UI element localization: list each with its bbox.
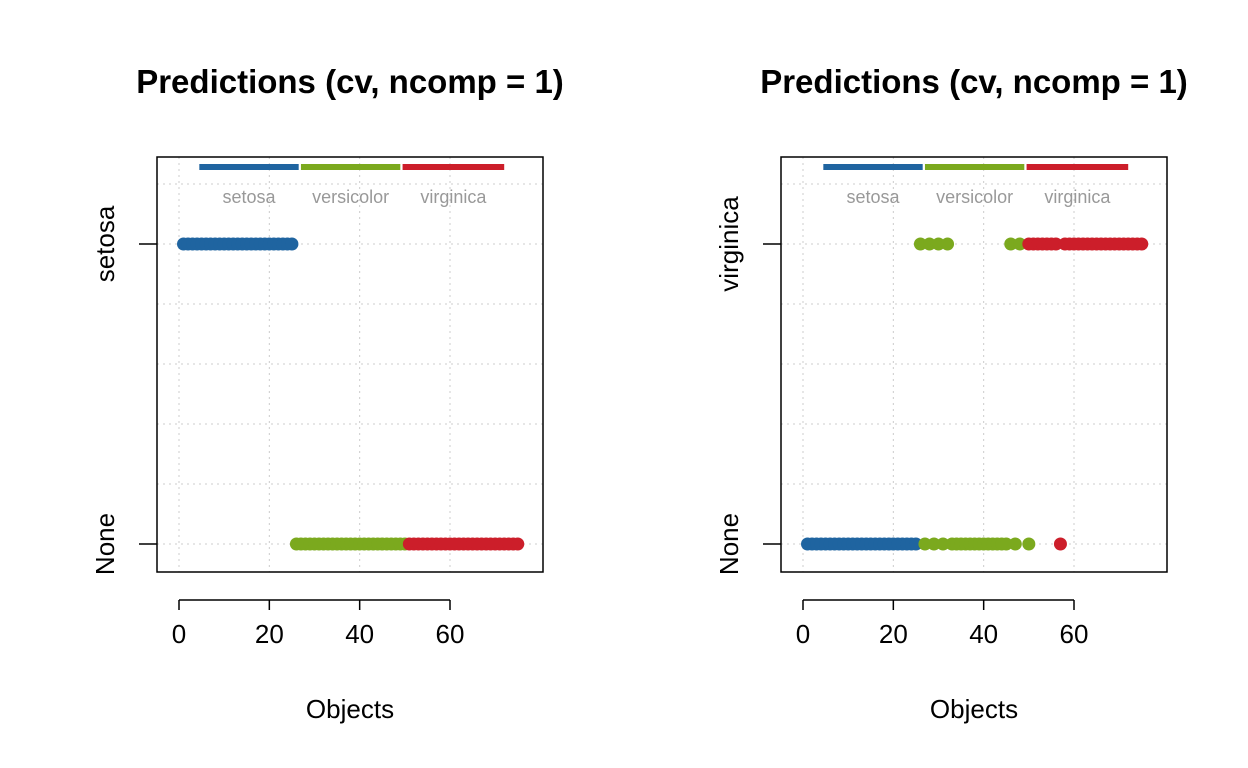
left-x-axis: 0 20 40 60 bbox=[172, 599, 465, 649]
x-tick-label: 20 bbox=[879, 619, 908, 649]
left-y-axis: None setosa bbox=[90, 205, 157, 575]
left-legend: setosa versicolor virginica bbox=[199, 164, 505, 207]
left-chart-title: Predictions (cv, ncomp = 1) bbox=[136, 63, 564, 100]
x-tick-label: 40 bbox=[345, 619, 374, 649]
y-tick-label: None bbox=[90, 513, 120, 575]
data-point-setosa bbox=[909, 537, 923, 551]
data-point-virginica bbox=[1049, 237, 1063, 251]
y-tick-label: virginica bbox=[714, 196, 744, 292]
data-point-versicolor bbox=[922, 237, 936, 251]
right-legend: setosa versicolor virginica bbox=[823, 164, 1129, 207]
legend-label-virginica: virginica bbox=[420, 187, 487, 207]
x-tick-label: 20 bbox=[255, 619, 284, 649]
data-point-versicolor bbox=[936, 537, 950, 551]
data-point-versicolor bbox=[1008, 537, 1022, 551]
data-point-virginica bbox=[1053, 537, 1067, 551]
right-y-axis: None virginica bbox=[714, 196, 781, 575]
right-x-axis: 0 20 40 60 bbox=[796, 599, 1089, 649]
y-tick-label: None bbox=[714, 513, 744, 575]
right-data-points bbox=[801, 237, 1149, 551]
data-point-versicolor bbox=[941, 237, 955, 251]
data-point-virginica bbox=[511, 537, 525, 551]
right-grid bbox=[781, 157, 1167, 572]
x-tick-label: 60 bbox=[436, 619, 465, 649]
legend-label-versicolor: versicolor bbox=[936, 187, 1013, 207]
x-tick-label: 0 bbox=[796, 619, 810, 649]
legend-label-setosa: setosa bbox=[846, 187, 900, 207]
y-tick-label: setosa bbox=[90, 205, 120, 282]
legend-label-setosa: setosa bbox=[222, 187, 276, 207]
data-point-setosa bbox=[285, 237, 299, 251]
data-point-virginica bbox=[1135, 237, 1149, 251]
data-point-versicolor bbox=[1022, 537, 1036, 551]
legend-label-virginica: virginica bbox=[1044, 187, 1111, 207]
data-point-versicolor bbox=[918, 537, 932, 551]
left-chart-panel: Predictions (cv, ncomp = 1) setosa versic… bbox=[90, 63, 564, 724]
right-chart-panel: Predictions (cv, ncomp = 1) setosa versic… bbox=[714, 63, 1188, 724]
data-point-versicolor bbox=[1013, 237, 1027, 251]
right-plot-frame bbox=[780, 156, 1168, 573]
left-x-axis-label: Objects bbox=[306, 694, 394, 724]
x-tick-label: 0 bbox=[172, 619, 186, 649]
legend-label-versicolor: versicolor bbox=[312, 187, 389, 207]
right-x-axis-label: Objects bbox=[930, 694, 1018, 724]
left-grid bbox=[157, 157, 543, 572]
data-point-versicolor bbox=[1004, 237, 1018, 251]
right-chart-title: Predictions (cv, ncomp = 1) bbox=[760, 63, 1188, 100]
left-plot-frame bbox=[156, 156, 544, 573]
data-point-versicolor bbox=[932, 237, 945, 251]
x-tick-label: 40 bbox=[969, 619, 998, 649]
left-data-points bbox=[177, 237, 525, 551]
x-tick-label: 60 bbox=[1060, 619, 1089, 649]
data-point-versicolor bbox=[913, 237, 927, 251]
data-point-versicolor bbox=[927, 537, 941, 551]
data-point-versicolor bbox=[999, 537, 1013, 551]
